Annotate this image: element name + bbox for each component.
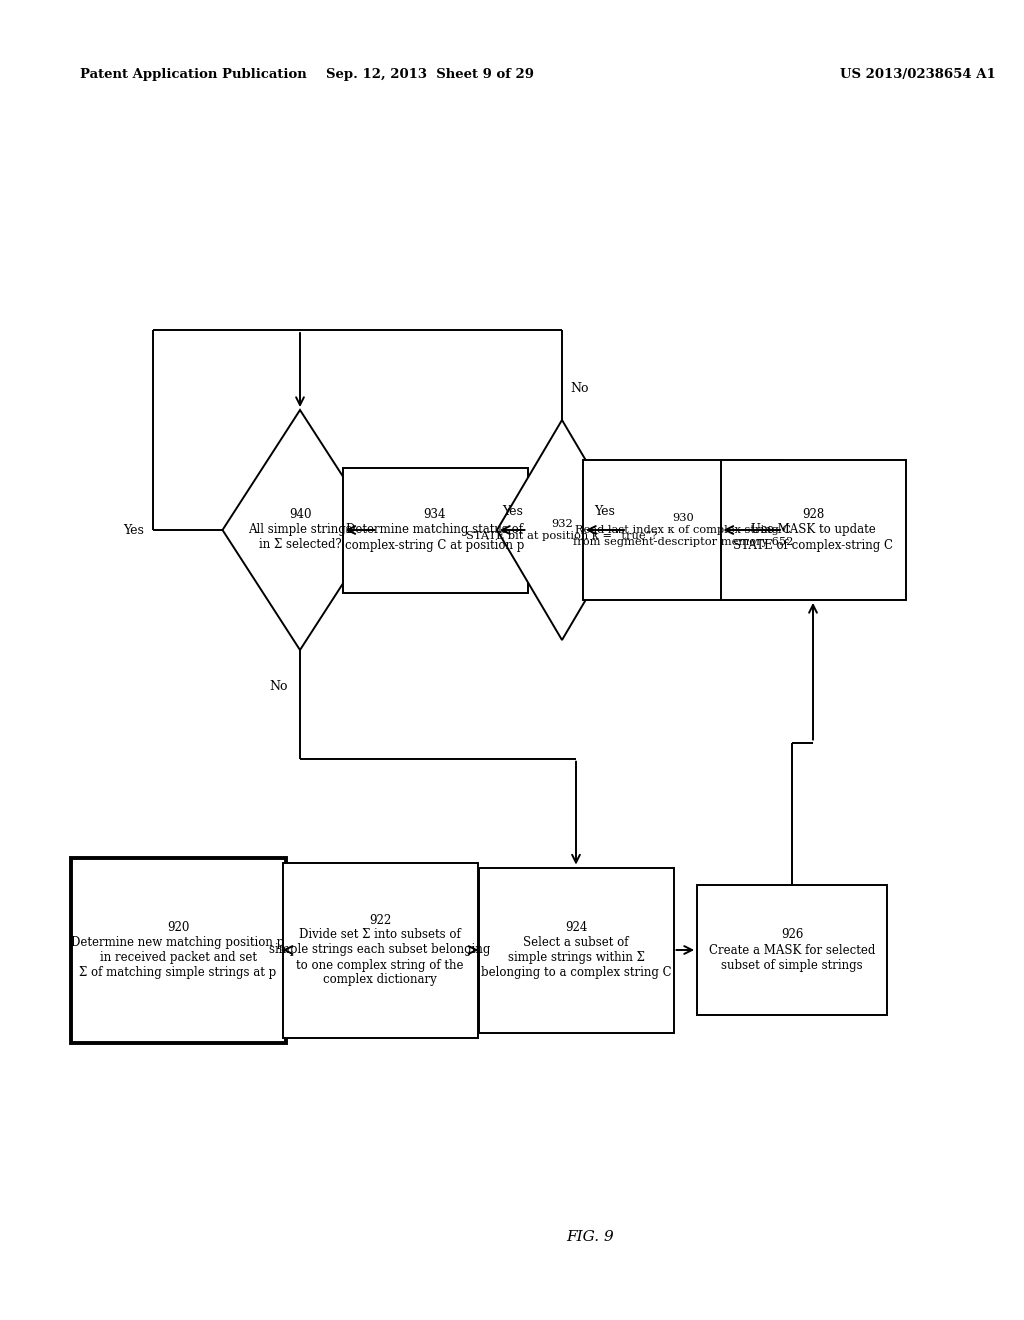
Text: 922
Divide set Σ into subsets of
simple strings each subset belonging
to one com: 922 Divide set Σ into subsets of simple … — [269, 913, 490, 986]
Text: 920
Determine new matching position p
in received packet and set
Σ of matching s: 920 Determine new matching position p in… — [72, 921, 285, 979]
Text: 940
All simple strings
in Σ selected?: 940 All simple strings in Σ selected? — [248, 508, 352, 552]
Text: 928
Use MASK to update
STATE of complex-string C: 928 Use MASK to update STATE of complex-… — [733, 508, 893, 552]
Text: Patent Application Publication: Patent Application Publication — [80, 69, 307, 81]
Polygon shape — [222, 411, 378, 649]
Text: US 2013/0238654 A1: US 2013/0238654 A1 — [840, 69, 995, 81]
Polygon shape — [497, 420, 627, 640]
Text: 934
Determine matching status of
complex-string C at position p: 934 Determine matching status of complex… — [345, 508, 524, 552]
Text: Yes: Yes — [595, 506, 615, 517]
Text: FIG. 9: FIG. 9 — [566, 1230, 613, 1243]
Text: 930
Read last index κ of complex-string C
from segment-descriptor memory 652: 930 Read last index κ of complex-string … — [572, 513, 794, 546]
Bar — [71, 858, 286, 1043]
Text: Yes: Yes — [124, 524, 144, 536]
Bar — [342, 467, 527, 593]
Bar — [283, 862, 477, 1038]
Bar — [697, 884, 887, 1015]
Text: Yes: Yes — [502, 506, 522, 517]
Text: No: No — [269, 680, 288, 693]
Bar — [478, 867, 674, 1032]
Bar — [583, 459, 783, 601]
Text: Sep. 12, 2013  Sheet 9 of 29: Sep. 12, 2013 Sheet 9 of 29 — [326, 69, 534, 81]
Text: 926
Create a MASK for selected
subset of simple strings: 926 Create a MASK for selected subset of… — [709, 928, 876, 972]
Text: 924
Select a subset of
simple strings within Σ
belonging to a complex string C: 924 Select a subset of simple strings wi… — [480, 921, 672, 979]
Text: 932
STATE bit at position κ = “true”?: 932 STATE bit at position κ = “true”? — [466, 519, 657, 541]
Bar — [721, 459, 905, 601]
Text: No: No — [570, 381, 589, 395]
